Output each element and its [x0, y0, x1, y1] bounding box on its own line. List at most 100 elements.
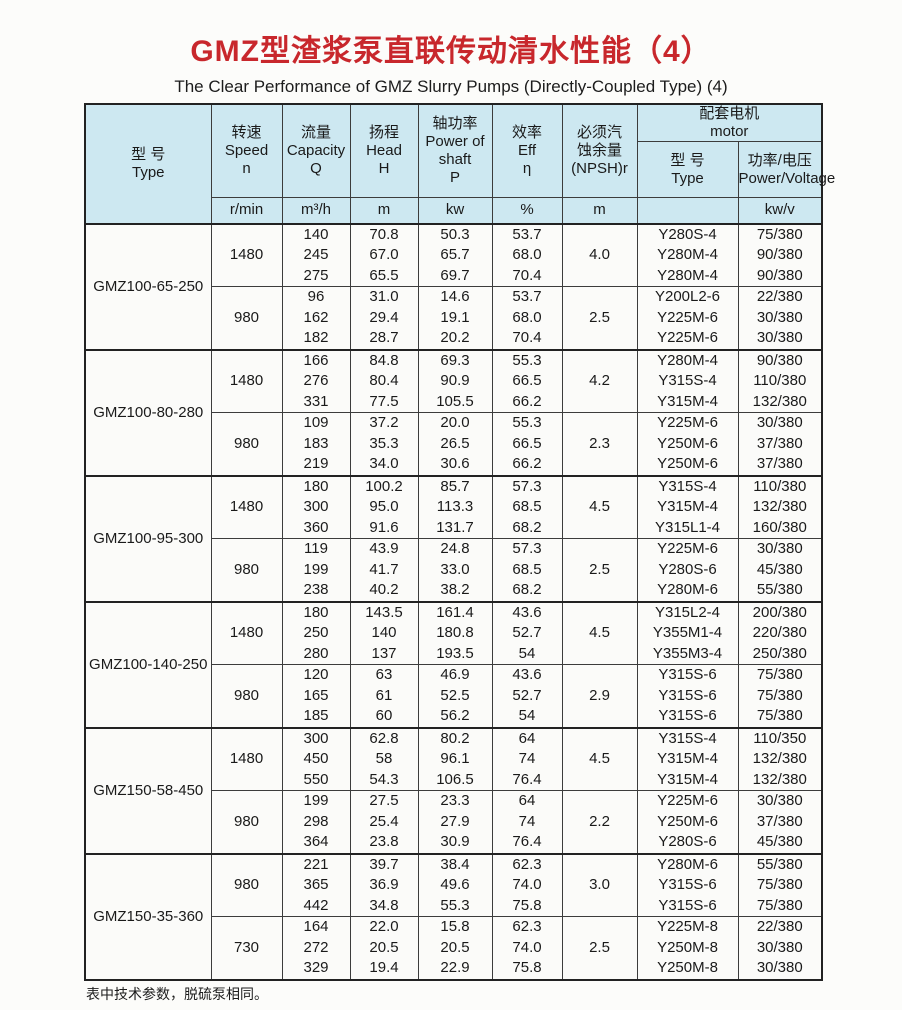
efficiency-cell-value: 57.3: [512, 540, 542, 557]
shaft-power-cell: 20.0 26.5 30.6: [417, 412, 493, 476]
head-cell-value: 34.0: [369, 455, 399, 472]
power-voltage-cell-value: 30/380: [756, 792, 803, 809]
speed-cell: 980: [210, 664, 283, 728]
capacity-cell-value: 238: [303, 581, 329, 598]
efficiency-cell-value: 76.4: [512, 833, 542, 850]
head-cell-value: 34.8: [369, 896, 399, 914]
capacity-cell-value: 109: [303, 414, 329, 431]
head-cell-value: 40.2: [369, 581, 399, 598]
capacity-cell-value: 272: [303, 938, 329, 956]
motor-type-cell-value: Y315S-6: [658, 707, 717, 724]
capacity-cell-value: 166: [303, 351, 329, 369]
capacity-cell-value: 365: [303, 876, 329, 893]
efficiency-cell-value: 68.2: [512, 581, 542, 598]
capacity-cell: 199 298 364: [281, 790, 351, 854]
head-cell-value: 58: [375, 750, 393, 767]
motor-type-cell-value: Y315M-4: [657, 392, 718, 410]
col-header-capacity: 流量 Capacity Q: [281, 103, 351, 198]
col-header-motor-group: 配套电机 motor: [636, 103, 823, 142]
capacity-cell-value: 162: [303, 308, 329, 326]
capacity-cell-value: 364: [303, 833, 329, 850]
efficiency-cell-value: 52.7: [512, 686, 542, 704]
efficiency-cell-value: 55.3: [512, 414, 542, 431]
motor-type-cell-value: Y225M-8: [657, 918, 718, 935]
efficiency-cell: 64 74 76.4: [491, 790, 563, 854]
page-subtitle: The Clear Performance of GMZ Slurry Pump…: [174, 77, 728, 96]
shaft-power-cell-value: 193.5: [436, 644, 474, 662]
efficiency-cell-value: 52.7: [512, 624, 542, 641]
shaft-power-cell: 161.4 180.8 193.5: [417, 600, 493, 665]
head-cell-value: 36.9: [369, 876, 399, 893]
efficiency-cell: 62.3 74.0 75.8: [491, 852, 563, 917]
head-cell: 70.8 67.0 65.5: [349, 222, 419, 287]
shaft-power-cell-value: 80.2: [440, 729, 470, 747]
speed-cell: 980: [210, 852, 283, 917]
power-voltage-cell-value: 132/380: [752, 750, 807, 767]
head-cell-value: 37.2: [369, 414, 399, 431]
table-row: GMZ100-80-280 1480 166 276 331 84.8 80.4 77.5 69…: [84, 348, 823, 476]
head-cell-value: 140: [371, 624, 397, 641]
col-header-motor-power: 功率/电压 Power/Voltage: [737, 141, 835, 198]
motor-type-cell-value: Y280M-6: [657, 855, 718, 873]
efficiency-cell-value: 74: [518, 750, 536, 767]
table-row: GMZ150-58-450 1480 300 450 550 62.8 58 54.3 80.2…: [84, 726, 823, 854]
efficiency-cell-value: 53.7: [512, 225, 542, 243]
power-voltage-cell-value: 37/380: [756, 455, 803, 472]
npsh-cell: 4.0: [561, 222, 638, 287]
power-voltage-cell: 22/380 30/380 30/380: [737, 286, 823, 350]
pump-model: GMZ100-95-300: [84, 474, 212, 602]
shaft-power-cell-value: 85.7: [440, 477, 470, 495]
motor-type-cell-value: Y250M-6: [657, 434, 718, 452]
col-header-shaft-power: 轴功率 Power of shaft P: [417, 103, 493, 198]
head-cell-value: 35.3: [369, 434, 399, 452]
motor-type-cell-value: Y315S-6: [658, 896, 717, 914]
shaft-power-cell-value: 131.7: [436, 518, 474, 536]
head-cell-value: 20.5: [369, 938, 399, 956]
capacity-cell: 221 365 442: [281, 852, 351, 917]
power-voltage-cell: 110/380 132/380 160/380: [737, 474, 823, 539]
head-cell-value: 60: [375, 707, 393, 724]
shaft-power-cell-value: 105.5: [436, 392, 474, 410]
motor-type-cell-value: Y280S-4: [658, 225, 717, 243]
capacity-cell: 300 450 550: [281, 726, 351, 791]
efficiency-cell-value: 75.8: [512, 896, 542, 914]
npsh-cell: 4.5: [561, 600, 638, 665]
capacity-cell-value: 119: [304, 540, 328, 557]
efficiency-cell-value: 68.5: [512, 498, 542, 515]
motor-type-cell-value: Y225M-6: [657, 308, 718, 326]
efficiency-cell-value: 75.8: [512, 959, 542, 976]
power-voltage-cell-value: 110/380: [753, 372, 807, 389]
motor-type-cell-value: Y225M-6: [657, 414, 718, 431]
npsh-cell: 2.5: [561, 286, 638, 350]
capacity-cell-value: 96: [307, 288, 325, 305]
table-row: GMZ100-65-250 1480 140 245 275 70.8 67.0 65.5 50…: [84, 222, 823, 350]
power-voltage-cell: 110/350 132/380 132/380: [737, 726, 823, 791]
head-cell: 100.2 95.0 91.6: [349, 474, 419, 539]
table-row: 730 164 272 329 22.0 20.5 19.4 15.8 20.5 22.9 62.3…: [85, 916, 823, 980]
motor-type-cell-value: Y315L2-4: [654, 603, 721, 621]
power-voltage-cell-value: 45/380: [756, 833, 803, 850]
table-row: 980 199 298 364 27.5 25.4 23.8 23.3 27.9 30.9 64 74…: [85, 790, 823, 854]
capacity-cell: 140 245 275: [281, 222, 351, 287]
shaft-power-cell: 69.3 90.9 105.5: [417, 348, 493, 413]
power-voltage-cell: 30/380 45/380 55/380: [737, 538, 823, 602]
capacity-cell-value: 275: [303, 266, 329, 284]
shaft-power-cell-value: 96.1: [440, 750, 470, 767]
efficiency-cell: 62.3 74.0 75.8: [491, 916, 563, 980]
shaft-power-cell-value: 69.7: [440, 266, 470, 284]
shaft-power-cell-value: 20.5: [440, 938, 470, 956]
motor-type-cell: Y315S-6 Y315S-6 Y315S-6: [636, 664, 739, 728]
head-cell-value: 39.7: [369, 855, 399, 873]
motor-type-cell-value: Y315L1-4: [654, 518, 721, 536]
capacity-cell: 180 300 360: [281, 474, 351, 539]
speed-cell: 1480: [210, 222, 283, 287]
power-voltage-cell: 75/380 75/380 75/380: [737, 664, 823, 728]
power-voltage-cell: 55/380 75/380 75/380: [737, 852, 823, 917]
power-voltage-cell-value: 45/380: [756, 560, 803, 578]
motor-type-cell-value: Y280M-6: [657, 581, 718, 598]
power-voltage-cell-value: 132/380: [752, 770, 807, 788]
capacity-cell-value: 199: [303, 560, 329, 578]
footnote: 表中技术参数，脱硫泵相同。: [86, 986, 268, 1002]
power-voltage-cell-value: 220/380: [752, 624, 807, 641]
capacity-cell-value: 219: [303, 455, 329, 472]
